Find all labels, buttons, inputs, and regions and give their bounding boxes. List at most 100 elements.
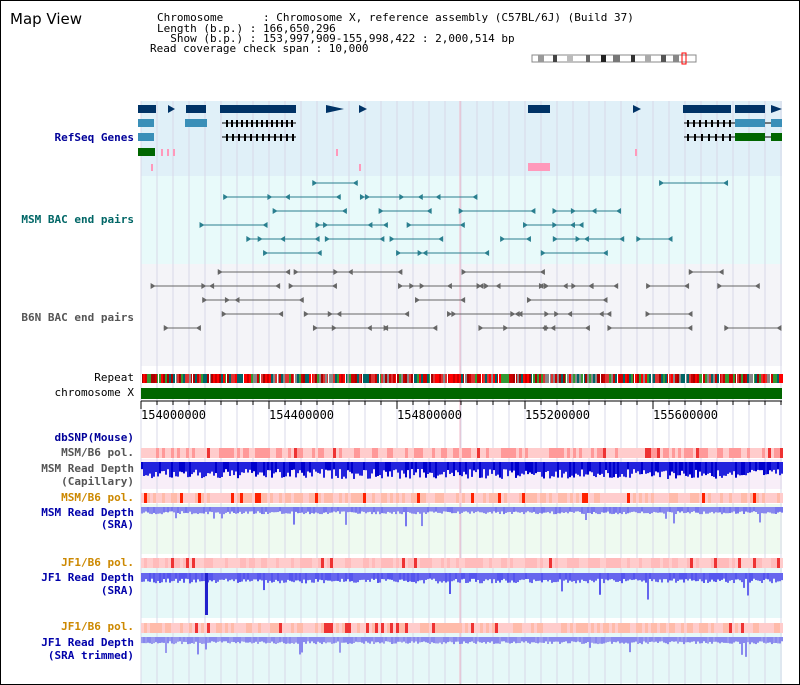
jf1-b6-pol-track [420,558,423,568]
msm-b6-pol-track [297,448,300,458]
gene-feature [771,119,782,127]
jf1-depth-sra-bar [543,573,545,581]
jf1-depth-trim-bar [499,637,501,644]
msm-b6-pol-track-2 [765,493,768,503]
ideogram-band [631,55,635,62]
repeat-feature [279,374,281,383]
repeat-feature [655,374,657,383]
track-label-refseq[interactable]: RefSeq Genes [54,131,134,144]
jf1-b6-pol-track-2 [219,623,222,633]
msm-depth-sra-bar [661,507,663,513]
track-label-jf1-b6-pol-2: JF1/B6 pol. [61,620,134,633]
jf1-b6-pol-track [759,558,762,568]
msm-depth-sra-bar [403,507,405,513]
track-label-dbsnp[interactable]: dbSNP(Mouse) [54,431,134,444]
jf1-b6-pol-track [249,558,252,568]
msm-depth-cap-bar [579,462,581,477]
msm-b6-pol-track [669,448,672,458]
gene-exon [226,120,228,127]
jf1-depth-sra-bar [747,573,749,596]
repeat-gap [328,374,329,383]
msm-depth-cap-bar [159,462,161,474]
msm-b6-pol-track [507,448,510,458]
jf1-b6-pol-track-2 [366,623,369,633]
jf1-depth-sra-bar [249,573,251,582]
jf1-depth-trim-bar [223,637,225,642]
repeat-feature [427,374,429,383]
track-label-b6n-bac[interactable]: B6N BAC end pairs [21,311,134,324]
jf1-b6-pol-track [744,558,747,568]
msm-depth-sra-bar [363,507,365,512]
repeat-feature [265,374,267,383]
jf1-b6-pol-track [552,558,555,568]
axis-tick-label: 154000000 [141,408,207,422]
msm-depth-sra-bar [673,507,675,524]
repeat-feature [269,374,271,383]
jf1-depth-trim-bar [239,637,241,644]
jf1-depth-trim-bar [715,637,717,642]
jf1-b6-pol-track-2 [186,623,189,633]
jf1-b6-pol-track [762,558,765,568]
jf1-b6-pol-track [309,558,312,568]
jf1-depth-sra-bar [735,573,737,580]
b6n-bac-pair [303,311,309,317]
msm-depth-cap-bar [233,462,235,476]
msm-depth-cap-bar [685,462,687,476]
msm-depth-sra-bar [707,507,709,514]
jf1-b6-pol-track [369,558,372,568]
jf1-b6-pol-track-2 [429,623,432,633]
msm-depth-cap-bar [181,462,183,473]
jf1-depth-sra-bar [739,573,741,581]
msm-depth-sra-bar [445,507,447,512]
repeat-feature [199,374,201,383]
msm-b6-pol-track-2 [267,493,270,503]
jf1-depth-sra-bar [693,573,695,581]
msm-depth-sra-bar [395,507,397,515]
jf1-b6-pol-track-2 [600,623,603,633]
jf1-depth-trim-bar [549,637,551,642]
msm-depth-cap-bar [489,462,491,470]
msm-bac-pair [314,236,320,242]
jf1-b6-pol-track [702,558,705,568]
jf1-depth-trim-bar [295,637,297,643]
repeat-feature [677,374,679,383]
msm-depth-cap-bar [687,462,689,477]
jf1-depth-trim-bar [317,637,319,642]
b6n-bac-pair [550,325,556,331]
msm-depth-sra-bar [409,507,411,513]
msm-b6-pol-track [732,448,735,458]
msm-depth-cap-bar [777,462,779,470]
jf1-depth-sra-bar [451,573,453,582]
msm-depth-cap-bar [601,462,603,474]
msm-depth-cap-bar [305,462,307,478]
msm-depth-cap-bar [335,462,337,476]
jf1-b6-pol-track [708,558,711,568]
gene-exon [238,134,240,141]
jf1-b6-pol-track [348,558,351,568]
jf1-depth-trim-bar [155,637,157,643]
msm-depth-cap-bar [385,462,387,472]
jf1-depth-sra-bar [649,573,651,579]
msm-depth-cap-bar [655,462,657,472]
repeat-feature [631,374,633,383]
msm-depth-cap-bar [461,462,463,477]
jf1-depth-sra-bar [347,573,349,580]
msm-bac-pair [602,250,608,256]
jf1-b6-pol-track-2 [435,623,438,633]
jf1-depth-trim-bar [253,637,255,643]
msm-depth-sra-bar [251,507,253,512]
jf1-depth-sra-bar [189,573,191,584]
track-label-msm-bac[interactable]: MSM BAC end pairs [21,213,134,226]
msm-depth-cap-bar [173,462,175,472]
repeat-feature [147,374,149,383]
jf1-b6-pol-track-2 [189,623,192,633]
jf1-depth-sra-bar [681,573,683,580]
jf1-depth-trim-bar [773,637,775,644]
jf1-depth-trim-bar [707,637,709,644]
jf1-depth-trim-bar [267,637,269,643]
jf1-depth-sra-bar [417,573,419,582]
msm-b6-pol-track-2 [621,493,624,503]
jf1-b6-pol-track-2 [255,623,258,633]
jf1-b6-pol-track [339,558,342,568]
